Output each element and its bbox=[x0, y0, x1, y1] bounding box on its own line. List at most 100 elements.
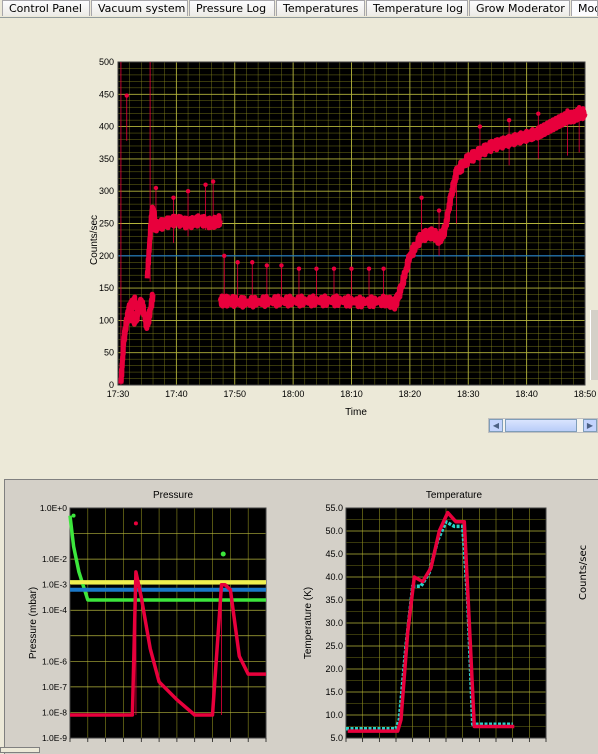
series-line bbox=[127, 291, 156, 331]
series-line bbox=[144, 204, 158, 279]
y-tick-label: 25.0 bbox=[325, 641, 343, 651]
data-point bbox=[222, 253, 227, 258]
horizontal-scrollbar[interactable]: ◀ ▶ bbox=[488, 418, 598, 433]
y-tick-label: 40.0 bbox=[325, 572, 343, 582]
data-point bbox=[235, 260, 240, 265]
data-point bbox=[264, 263, 270, 268]
tab-temperatures[interactable]: Temperatures bbox=[276, 0, 365, 16]
counts-chart: Counts/sec Time 0 50 100 150 200 250 300 350 400… bbox=[89, 57, 597, 418]
data-point bbox=[366, 266, 372, 271]
tab-control-panel[interactable]: Control Panel bbox=[2, 0, 90, 16]
y-tick-label: 1.0E-6 bbox=[42, 656, 67, 666]
temperature-title: Temperature bbox=[426, 490, 483, 501]
y-tick-label: 20.0 bbox=[325, 664, 343, 674]
y-tick-label: 500 bbox=[99, 57, 114, 67]
data-point bbox=[153, 185, 159, 191]
y-tick-label: 1.0E-9 bbox=[42, 733, 67, 743]
data-point bbox=[419, 195, 424, 200]
y-tick-label: 5.0 bbox=[330, 733, 343, 743]
data-point bbox=[185, 189, 191, 194]
y-tick-label: 1.0E-2 bbox=[42, 554, 67, 564]
y-tick-label: 1.0E-3 bbox=[42, 580, 67, 590]
pressure-title: Pressure bbox=[153, 490, 193, 501]
data-point bbox=[536, 111, 541, 116]
y-tick-label: 10.0 bbox=[325, 710, 343, 720]
x-tick-label: 17:30 bbox=[107, 389, 130, 399]
y-tick-label: 15.0 bbox=[325, 687, 343, 697]
y-tick-label: 150 bbox=[99, 283, 114, 293]
y-tick-label: 1.0E-7 bbox=[42, 682, 67, 692]
y-tick-label: 45.0 bbox=[325, 549, 343, 559]
series-line bbox=[118, 294, 138, 384]
x-tick-label: 17:50 bbox=[223, 389, 246, 399]
x-tick-label: 18:30 bbox=[457, 389, 480, 399]
tab-grow-moderator[interactable]: Grow Moderator bbox=[469, 0, 570, 16]
data-point bbox=[349, 266, 354, 271]
data-point bbox=[133, 521, 138, 526]
data-point bbox=[331, 266, 337, 271]
data-point bbox=[171, 195, 176, 200]
pressure-y-label: Pressure (mbar) bbox=[28, 587, 39, 659]
y-tick-label: 100 bbox=[99, 315, 114, 325]
data-point bbox=[124, 93, 129, 98]
y-tick-label: 200 bbox=[99, 251, 114, 261]
side-control[interactable] bbox=[590, 310, 598, 380]
tab-mod[interactable]: Mod bbox=[571, 0, 598, 16]
data-point bbox=[454, 176, 459, 181]
data-point bbox=[71, 513, 76, 518]
data-point bbox=[203, 182, 208, 187]
y-tick-label: 350 bbox=[99, 154, 114, 164]
tab-temperature-log[interactable]: Temperature log bbox=[366, 0, 468, 16]
data-point bbox=[279, 263, 284, 268]
data-point bbox=[381, 266, 386, 271]
y-tick-label: 35.0 bbox=[325, 595, 343, 605]
bottom-tab[interactable] bbox=[0, 747, 40, 753]
tab-vacuum-system[interactable]: Vacuum system bbox=[91, 0, 188, 16]
data-point bbox=[477, 124, 483, 129]
data-point bbox=[210, 179, 216, 184]
plot-border bbox=[117, 61, 586, 386]
data-point bbox=[506, 117, 512, 123]
data-point bbox=[314, 266, 319, 271]
y-tick-label: 30.0 bbox=[325, 618, 343, 628]
data-point bbox=[436, 208, 442, 213]
x-tick-label: 18:40 bbox=[515, 389, 538, 399]
scroll-right-button[interactable]: ▶ bbox=[583, 419, 597, 432]
y-tick-label: 450 bbox=[99, 89, 114, 99]
y-tick-label: 1.0E-8 bbox=[42, 707, 67, 717]
y-tick-label: 1.0E+0 bbox=[40, 503, 67, 513]
status-strip bbox=[0, 747, 598, 753]
y-tick-label: 250 bbox=[99, 219, 114, 229]
data-point bbox=[565, 108, 570, 113]
data-point bbox=[576, 105, 582, 110]
counts-side-label: Counts/sec bbox=[578, 544, 589, 600]
temperature-chart: Temperature Temperature (K) 5.0 10.0 15.0 2… bbox=[303, 490, 547, 743]
x-axis-label: Time bbox=[345, 407, 367, 418]
series-line bbox=[346, 520, 513, 731]
tab-bar: Control Panel Vacuum system Pressure Log… bbox=[0, 0, 598, 17]
y-tick-label: 0 bbox=[109, 380, 114, 390]
series-line bbox=[392, 106, 588, 309]
y-tick-label: 300 bbox=[99, 186, 114, 196]
x-tick-label: 18:00 bbox=[282, 389, 305, 399]
x-tick-label: 18:50 bbox=[574, 389, 597, 399]
series-line bbox=[150, 213, 223, 234]
x-tick-label: 17:40 bbox=[165, 389, 188, 399]
plot-border bbox=[69, 507, 267, 739]
data-point bbox=[220, 551, 226, 557]
y-tick-label: 1.0E-4 bbox=[42, 605, 67, 615]
series-line bbox=[70, 570, 266, 717]
x-tick-label: 18:20 bbox=[399, 389, 422, 399]
y-axis-label: Counts/sec bbox=[89, 215, 100, 265]
y-tick-label: 55.0 bbox=[325, 503, 343, 513]
series-line bbox=[68, 515, 266, 602]
x-tick-label: 18:10 bbox=[340, 389, 363, 399]
y-tick-label: 400 bbox=[99, 122, 114, 132]
y-tick-label: 50.0 bbox=[325, 526, 343, 536]
scroll-thumb[interactable] bbox=[505, 419, 577, 432]
pressure-chart: Pressure Pressure (mbar) 1.0E+0 1.0E-2 1.0… bbox=[28, 490, 267, 743]
temperature-y-label: Temperature (K) bbox=[303, 587, 314, 659]
scroll-left-button[interactable]: ◀ bbox=[489, 419, 503, 432]
tab-pressure-log[interactable]: Pressure Log bbox=[189, 0, 275, 16]
y-tick-label: 50 bbox=[104, 348, 114, 358]
